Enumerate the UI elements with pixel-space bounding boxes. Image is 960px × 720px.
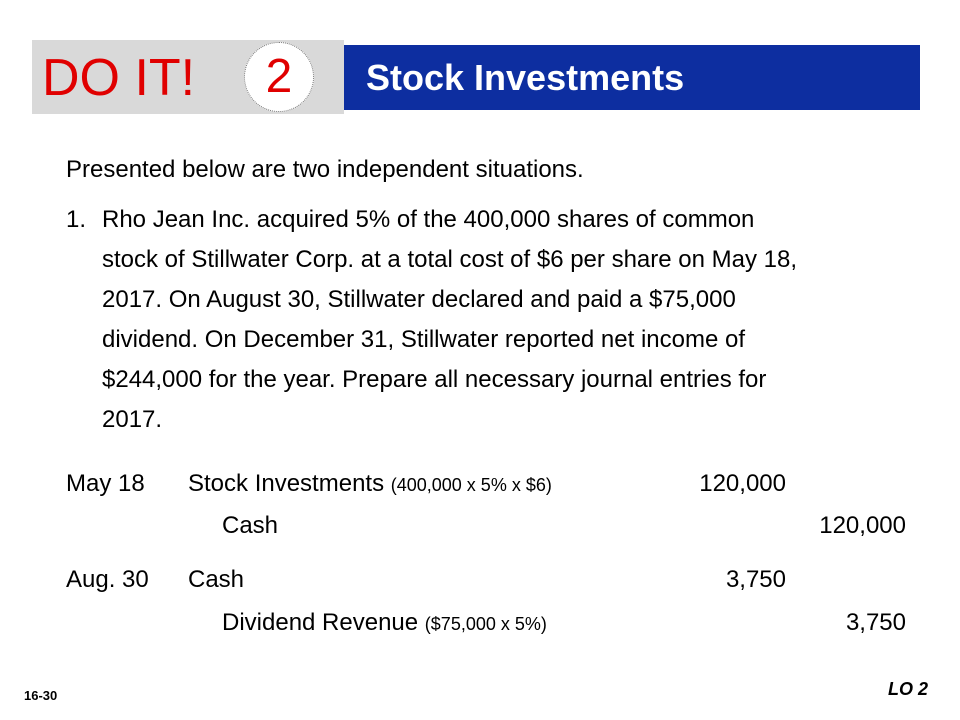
credit-amount: 3,750 xyxy=(845,609,906,636)
item-line: $244,000 for the year. Prepare all neces… xyxy=(102,366,767,393)
credit-amount: 120,000 xyxy=(819,512,906,539)
credit-account: Dividend Revenue xyxy=(222,609,419,636)
debit-amount: 120,000 xyxy=(699,470,786,497)
do-it-label: DO IT! xyxy=(42,49,196,107)
learning-objective: LO 2 xyxy=(888,679,929,699)
debit-note: (400,000 x 5% x $6) xyxy=(390,475,552,495)
debit-amount: 3,750 xyxy=(725,566,786,593)
slide-title: Stock Investments xyxy=(366,57,685,98)
credit-line: Dividend Revenue ($75,000 x 5%) xyxy=(222,603,547,644)
entry-date: May 18 xyxy=(66,470,145,497)
debit-line: Stock Investments (400,000 x 5% x $6) xyxy=(188,464,552,505)
title-bar xyxy=(344,45,920,110)
exercise-number-badge: 2 xyxy=(244,42,314,112)
entry-date: Aug. 30 xyxy=(66,566,149,593)
item-line: 2017. On August 30, Stillwater declared … xyxy=(102,286,736,313)
intro-text: Presented below are two independent situ… xyxy=(66,156,584,183)
item-line: Rho Jean Inc. acquired 5% of the 400,000… xyxy=(102,206,755,233)
item-line: dividend. On December 31, Stillwater rep… xyxy=(102,326,745,353)
item-line: 2017. xyxy=(102,406,163,433)
debit-account: Cash xyxy=(188,566,245,593)
item-line: stock of Stillwater Corp. at a total cos… xyxy=(102,246,798,273)
credit-account: Cash xyxy=(222,512,279,539)
credit-note: ($75,000 x 5%) xyxy=(424,614,547,634)
debit-account: Stock Investments xyxy=(188,470,385,497)
item-paragraph: Rho Jean Inc. acquired 5% of the 400,000… xyxy=(102,200,797,440)
slide-number: 16-30 xyxy=(24,688,58,703)
item-number: 1. xyxy=(66,206,87,233)
